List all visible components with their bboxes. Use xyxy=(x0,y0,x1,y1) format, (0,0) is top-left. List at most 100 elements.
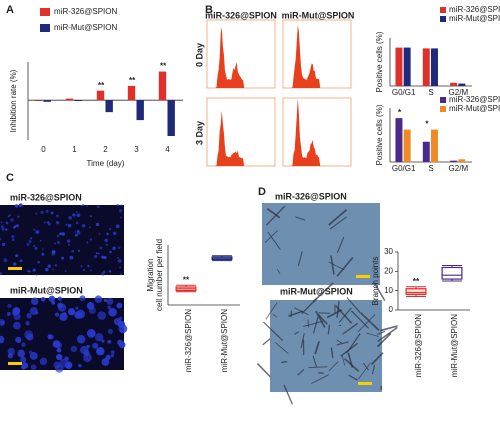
cell xyxy=(45,267,49,272)
cell xyxy=(14,204,19,208)
bar xyxy=(105,100,113,113)
legend-label: miR-326@SPION xyxy=(449,95,500,104)
cell xyxy=(30,297,39,306)
cell xyxy=(105,243,109,247)
cell xyxy=(83,350,90,356)
cell xyxy=(118,246,121,249)
tube xyxy=(297,369,305,376)
scale-bar xyxy=(356,275,370,278)
tube xyxy=(366,332,379,337)
tube xyxy=(330,347,334,359)
tube xyxy=(266,208,281,219)
cell xyxy=(59,232,62,236)
cell xyxy=(103,298,107,302)
bar xyxy=(74,100,82,101)
cell xyxy=(50,211,54,215)
tube xyxy=(342,322,359,335)
cell xyxy=(37,260,41,264)
cell xyxy=(65,223,68,226)
cell xyxy=(64,356,69,362)
histogram-frame xyxy=(206,97,276,167)
tube xyxy=(287,310,304,317)
annotation: * xyxy=(398,108,402,117)
cell xyxy=(54,264,58,267)
cell xyxy=(56,214,59,218)
cell xyxy=(47,222,51,226)
histogram xyxy=(285,24,349,88)
tube xyxy=(344,358,360,372)
annotation: ** xyxy=(129,76,136,85)
cell xyxy=(17,339,22,343)
cell xyxy=(7,215,10,218)
row-label: 3 Day xyxy=(194,121,204,145)
cell xyxy=(74,233,78,237)
cell xyxy=(89,215,92,218)
cell xyxy=(109,250,112,254)
tube xyxy=(371,364,376,375)
cell xyxy=(5,228,8,231)
y-axis-label: Inhibition rate (%) xyxy=(9,69,18,132)
bar xyxy=(403,129,411,162)
bar xyxy=(43,100,51,102)
cell xyxy=(116,302,123,309)
panel-label: C xyxy=(6,172,14,184)
cell xyxy=(52,268,55,271)
cell xyxy=(101,339,105,343)
y-axis-label: Positive cells (%) xyxy=(375,104,384,165)
bar xyxy=(96,90,105,101)
cell xyxy=(76,309,86,319)
tube xyxy=(350,310,370,329)
cell xyxy=(101,358,110,366)
tube xyxy=(335,305,353,324)
cell xyxy=(26,269,30,273)
cell xyxy=(43,221,46,224)
tube xyxy=(377,330,386,335)
x-axis-label: Time (day) xyxy=(87,159,125,168)
tube xyxy=(303,320,324,328)
tube xyxy=(308,366,328,369)
cell xyxy=(11,238,15,242)
y-tick-label: 10 xyxy=(384,286,393,295)
bar xyxy=(395,47,403,86)
tube xyxy=(310,374,330,384)
bar xyxy=(458,83,466,86)
cell xyxy=(0,320,5,325)
cell xyxy=(110,350,115,355)
cell xyxy=(67,239,71,243)
bar xyxy=(167,100,175,137)
cell xyxy=(120,329,124,333)
tube xyxy=(281,360,288,364)
cell xyxy=(39,239,42,242)
tube xyxy=(297,251,303,267)
cell xyxy=(5,221,9,225)
x-tick-label: 3 xyxy=(134,145,139,154)
cell xyxy=(0,335,5,344)
cell xyxy=(116,203,119,207)
cell xyxy=(81,204,85,207)
cell xyxy=(72,213,76,217)
image-title: miR-Mut@SPION xyxy=(10,285,83,295)
cell xyxy=(86,205,89,207)
annotation: * xyxy=(425,120,429,129)
cell xyxy=(40,210,44,214)
legend-label: miR-Mut@SPION xyxy=(54,23,117,32)
panel-label: B xyxy=(205,4,213,16)
cell xyxy=(86,329,96,338)
cell xyxy=(35,212,38,215)
legend-swatch xyxy=(40,8,50,16)
cell xyxy=(35,230,40,234)
cell xyxy=(25,321,30,326)
y-axis-label: Branch points xyxy=(371,257,380,306)
x-tick-label: miR-Mut@SPION xyxy=(450,314,459,377)
cell xyxy=(68,243,70,246)
cell xyxy=(12,312,17,316)
tube xyxy=(256,363,271,378)
cell xyxy=(107,305,112,310)
cell xyxy=(21,362,29,369)
tube xyxy=(294,331,300,335)
cell xyxy=(29,352,38,360)
histogram xyxy=(285,98,349,166)
cell xyxy=(112,231,117,236)
cell xyxy=(56,240,61,245)
